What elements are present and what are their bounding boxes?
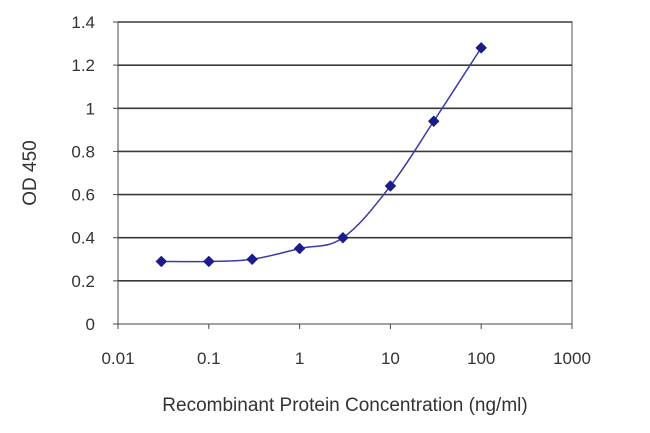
y-tick-label: 1.2	[71, 56, 95, 75]
series-line	[161, 47, 482, 263]
data-point-marker	[293, 242, 306, 255]
data-series	[155, 42, 488, 268]
x-tick-label: 100	[467, 349, 495, 368]
data-point-marker	[384, 180, 397, 192]
data-point-marker	[337, 231, 349, 244]
data-point-marker	[246, 253, 258, 266]
plot-frame	[117, 21, 573, 325]
y-tick-label: 0.4	[71, 229, 95, 248]
y-tick-label: 0.8	[71, 142, 95, 161]
data-point-marker	[155, 255, 168, 268]
y-tick-label: 1.4	[71, 13, 95, 32]
x-tick-label: 0.1	[197, 349, 221, 368]
y-axis-title: OD 450	[20, 140, 41, 205]
x-tick-label: 0.01	[101, 349, 134, 368]
x-tick-label: 1000	[553, 349, 591, 368]
x-tick-label: 10	[381, 349, 400, 368]
y-tick-label: 1	[86, 99, 95, 118]
gridlines	[118, 21, 572, 282]
y-tick-label: 0.6	[71, 186, 95, 205]
x-tick-label: 1	[295, 349, 304, 368]
data-point-marker	[475, 42, 488, 54]
y-tick-label: 0.2	[71, 272, 95, 291]
data-point-marker	[427, 115, 440, 128]
x-axis-ticks: 0.01 0.1 1 10 100 1000	[101, 324, 591, 368]
y-tick-label: 0	[86, 315, 95, 334]
x-axis-title: Recombinant Protein Concentration (ng/ml…	[162, 395, 527, 416]
data-point-marker	[202, 255, 215, 268]
y-axis-ticks: 0 0.2 0.4 0.6 0.8 1 1.2 1.4	[71, 13, 118, 334]
